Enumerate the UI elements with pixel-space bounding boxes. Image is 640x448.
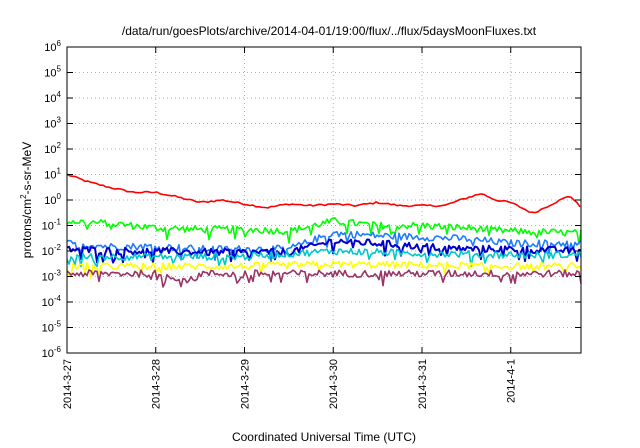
x-tick-label: 2014-3-27 [62, 359, 74, 409]
series-line-2 [66, 217, 582, 245]
y-axis-ticks: 10-6 10-5 10-4 10-3 10-2 10-1 100 101 102 103 104 1… [42, 39, 581, 360]
y-label-base: protons/cm [20, 199, 34, 258]
x-tick-label: 2014-3-29 [239, 359, 251, 409]
y-axis-label: protons/cm2-s-sr-MeV [19, 142, 34, 258]
x-tick-label: 2014-3-31 [417, 359, 429, 409]
y-tick-label: 10-5 [42, 320, 62, 335]
y-tick-label: 10-4 [42, 294, 62, 309]
series-line-6 [66, 260, 582, 280]
y-tick-label: 10-6 [42, 345, 62, 360]
x-tick-label: 2014-3-30 [328, 359, 340, 409]
grid-lines [66, 47, 581, 353]
series-line-1 [66, 173, 581, 214]
y-tick-label: 102 [44, 141, 61, 156]
y-tick-label: 10-2 [42, 243, 62, 258]
y-label-sup: 2 [19, 194, 28, 199]
y-tick-label: 100 [44, 192, 61, 207]
chart-title: /data/run/goesPlots/archive/2014-04-01/1… [122, 24, 537, 38]
y-tick-label: 104 [44, 90, 61, 105]
series-line-3 [66, 230, 582, 263]
y-tick-label: 10-3 [42, 269, 62, 284]
y-tick-label: 10-1 [42, 218, 62, 233]
series-line-5 [66, 247, 582, 268]
x-axis-label: Coordinated Universal Time (UTC) [232, 430, 416, 444]
y-tick-label: 103 [44, 116, 61, 131]
y-label-rest: -s-sr-MeV [20, 142, 34, 195]
x-tick-label: 2014-4-1 [506, 359, 518, 403]
series-line-7 [66, 269, 582, 288]
y-tick-label: 101 [44, 167, 61, 182]
y-tick-label: 105 [44, 65, 61, 80]
series-group [66, 173, 582, 288]
x-axis-ticks: 2014-3-27 2014-3-28 2014-3-29 2014-3-30 2014… [62, 47, 518, 409]
y-tick-label: 106 [44, 39, 61, 54]
x-tick-label: 2014-3-28 [151, 359, 163, 409]
